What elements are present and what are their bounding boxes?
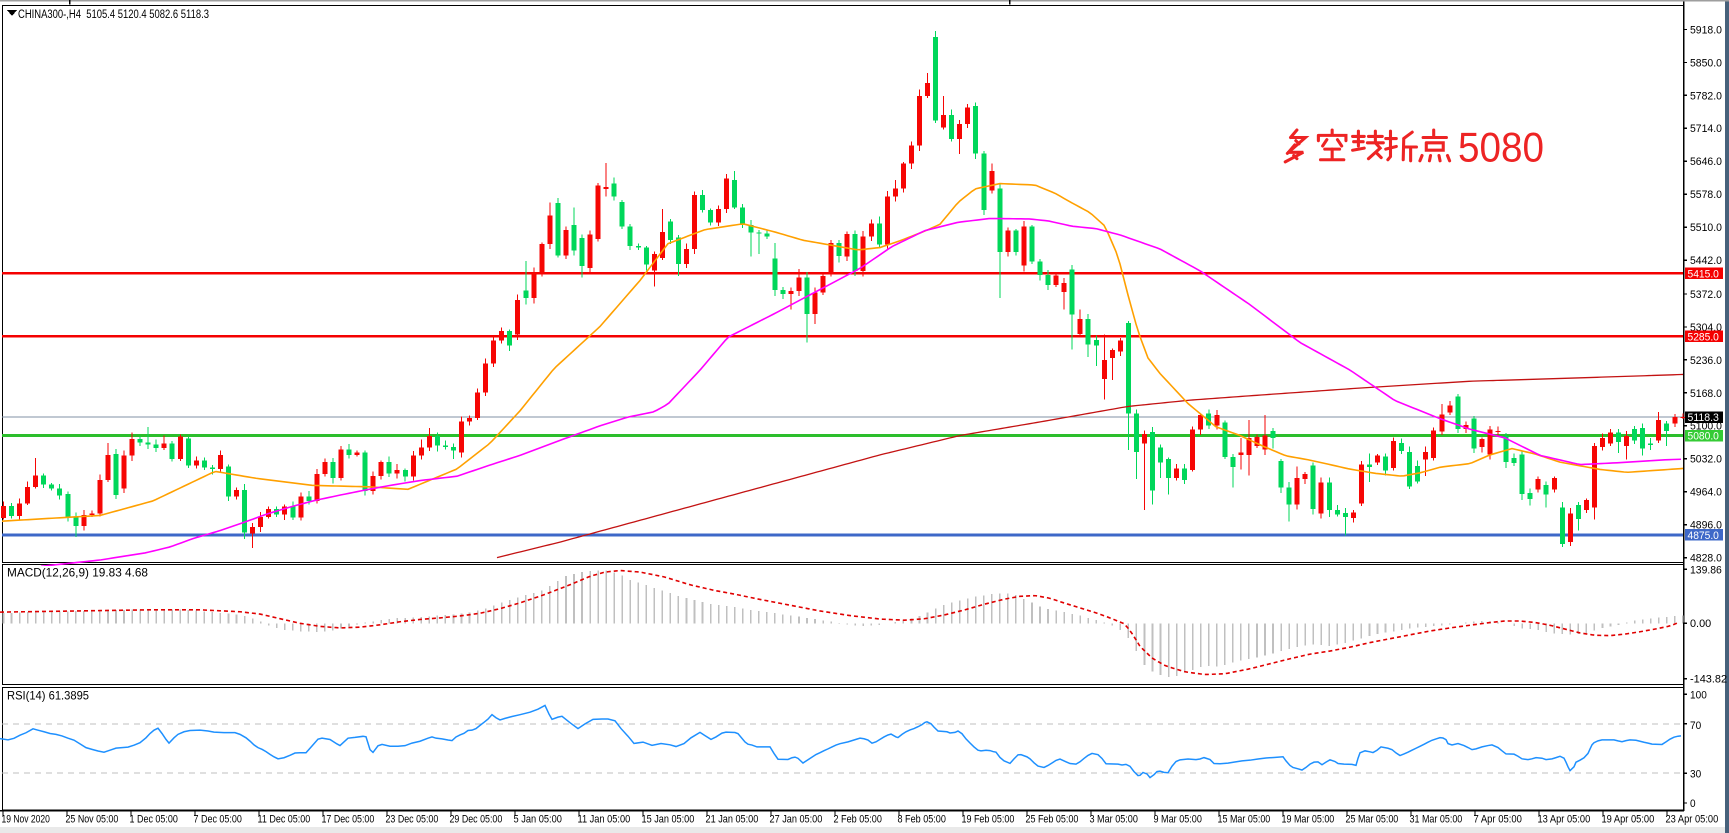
svg-text:5372.0: 5372.0: [1690, 289, 1722, 301]
svg-text:0.00: 0.00: [1690, 618, 1711, 630]
svg-text:7 Apr 05:00: 7 Apr 05:00: [1474, 814, 1522, 826]
svg-text:5646.0: 5646.0: [1690, 156, 1722, 168]
svg-text:RSI(14) 61.3895: RSI(14) 61.3895: [7, 689, 89, 703]
svg-text:25 Feb 05:00: 25 Feb 05:00: [1026, 814, 1079, 826]
svg-text:4875.0: 4875.0: [1688, 530, 1720, 542]
svg-text:5236.0: 5236.0: [1690, 355, 1722, 367]
svg-text:27 Jan 05:00: 27 Jan 05:00: [770, 814, 823, 826]
svg-text:30: 30: [1690, 769, 1701, 781]
svg-text:3 Mar 05:00: 3 Mar 05:00: [1090, 814, 1138, 826]
svg-text:5850.0: 5850.0: [1690, 57, 1722, 69]
svg-text:11 Dec 05:00: 11 Dec 05:00: [258, 814, 311, 826]
svg-text:5415.0: 5415.0: [1688, 268, 1720, 280]
svg-text:2 Feb 05:00: 2 Feb 05:00: [834, 814, 882, 826]
svg-text:139.86: 139.86: [1690, 564, 1722, 576]
svg-text:4964.0: 4964.0: [1690, 487, 1722, 499]
svg-text:5168.0: 5168.0: [1690, 388, 1722, 400]
svg-text:25 Nov 05:00: 25 Nov 05:00: [66, 814, 119, 826]
svg-text:21 Jan 05:00: 21 Jan 05:00: [706, 814, 759, 826]
svg-text:19 Nov 2020: 19 Nov 2020: [2, 814, 50, 826]
svg-text:5714.0: 5714.0: [1690, 123, 1722, 135]
svg-text:CHINA300-,H4 5105.4 5120.4 50: CHINA300-,H4 5105.4 5120.4 5082.6 5118.3: [18, 7, 209, 21]
svg-text:MACD(12,26,9) 19.83 4.68: MACD(12,26,9) 19.83 4.68: [7, 566, 148, 580]
svg-text:31 Mar 05:00: 31 Mar 05:00: [1410, 814, 1463, 826]
svg-text:19 Apr 05:00: 19 Apr 05:00: [1602, 814, 1655, 826]
svg-text:29 Dec 05:00: 29 Dec 05:00: [450, 814, 503, 826]
svg-text:5032.0: 5032.0: [1690, 454, 1722, 466]
svg-text:5100.0: 5100.0: [1690, 421, 1722, 433]
svg-text:5080: 5080: [1458, 124, 1544, 171]
svg-text:7 Dec 05:00: 7 Dec 05:00: [194, 814, 242, 826]
svg-text:0: 0: [1690, 798, 1696, 810]
svg-text:1 Dec 05:00: 1 Dec 05:00: [130, 814, 178, 826]
svg-text:23 Dec 05:00: 23 Dec 05:00: [386, 814, 439, 826]
svg-text:70: 70: [1690, 720, 1701, 732]
svg-text:19 Feb 05:00: 19 Feb 05:00: [962, 814, 1015, 826]
svg-text:5442.0: 5442.0: [1690, 255, 1722, 267]
svg-text:5578.0: 5578.0: [1690, 189, 1722, 201]
svg-text:11 Jan 05:00: 11 Jan 05:00: [578, 814, 631, 826]
svg-text:15 Jan 05:00: 15 Jan 05:00: [642, 814, 695, 826]
svg-text:25 Mar 05:00: 25 Mar 05:00: [1346, 814, 1399, 826]
svg-text:23 Apr 05:00: 23 Apr 05:00: [1666, 814, 1719, 826]
svg-text:13 Apr 05:00: 13 Apr 05:00: [1538, 814, 1591, 826]
svg-text:5080.0: 5080.0: [1688, 431, 1720, 443]
svg-text:5 Jan 05:00: 5 Jan 05:00: [514, 814, 562, 826]
svg-text:4896.0: 4896.0: [1690, 520, 1722, 532]
svg-text:4828.0: 4828.0: [1690, 553, 1722, 565]
svg-text:-143.82: -143.82: [1690, 674, 1727, 686]
svg-text:17 Dec 05:00: 17 Dec 05:00: [322, 814, 375, 826]
svg-text:5118.3: 5118.3: [1688, 412, 1719, 424]
svg-text:19 Mar 05:00: 19 Mar 05:00: [1282, 814, 1335, 826]
svg-text:15 Mar 05:00: 15 Mar 05:00: [1218, 814, 1271, 826]
svg-text:5510.0: 5510.0: [1690, 222, 1722, 234]
svg-text:5918.0: 5918.0: [1690, 24, 1722, 36]
svg-text:5285.0: 5285.0: [1688, 331, 1720, 343]
svg-text:9 Mar 05:00: 9 Mar 05:00: [1154, 814, 1202, 826]
svg-text:5782.0: 5782.0: [1690, 90, 1722, 102]
svg-text:100: 100: [1690, 689, 1707, 701]
svg-text:8 Feb 05:00: 8 Feb 05:00: [898, 814, 946, 826]
